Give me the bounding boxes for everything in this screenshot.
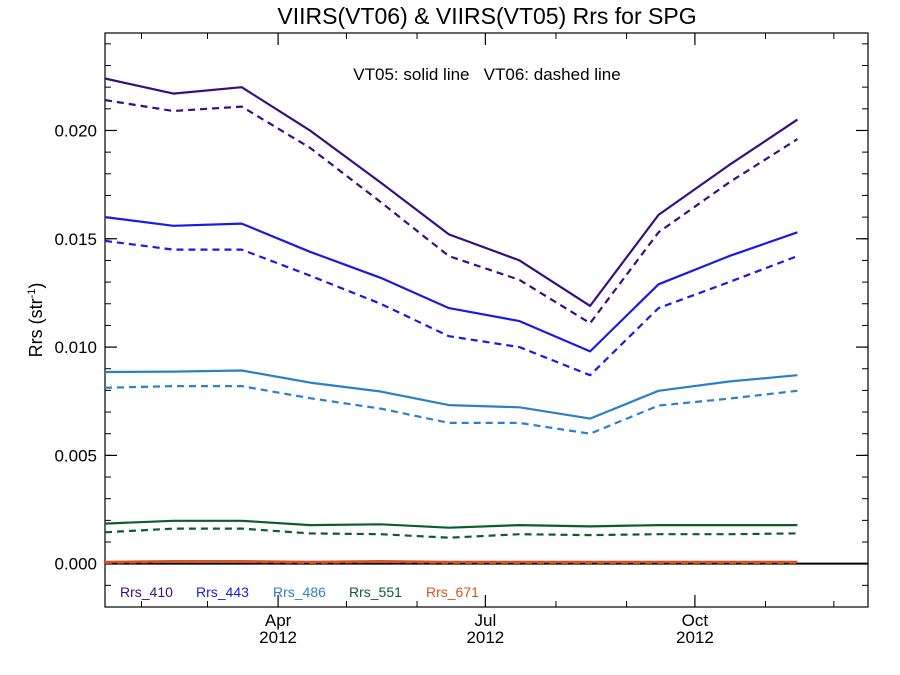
x-tick-label-year: 2012 [259,628,297,647]
series-line-rrs-443-vt05 [104,216,798,353]
series-line-rrs-551-vt05 [104,519,798,529]
legend: Rrs_410 Rrs_443 Rrs_486 Rrs_551 Rrs_671 [120,584,479,600]
series-line-rrs-410-vt06 [104,99,798,325]
x-tick-label-month: Apr [265,611,292,630]
legend-item-rrs-410: Rrs_410 [120,584,173,600]
series-group [104,77,799,564]
plot-frame [104,32,869,608]
chart-title: VIIRS(VT06) & VIIRS(VT05) Rrs for SPG [277,3,696,29]
y-tick-label: 0.000 [54,555,97,574]
y-axis-label-sup: -1 [26,289,38,299]
series-line-rrs-486-vt05 [104,369,798,420]
x-tick-label-year: 2012 [676,628,714,647]
legend-item-rrs-671: Rrs_671 [426,584,479,600]
legend-item-rrs-551: Rrs_551 [349,584,402,600]
y-axis-label: Rrs (str-1) [26,283,46,358]
y-axis-label-main: Rrs (str [26,298,46,357]
y-tick-label: 0.015 [54,230,97,249]
y-tick-label: 0.005 [54,446,97,465]
series-line-rrs-671-vt06 [104,560,798,564]
y-tick-label: 0.010 [54,338,97,357]
x-tick-label-month: Oct [682,611,709,630]
legend-item-rrs-486: Rrs_486 [273,584,326,600]
series-line-rrs-443-vt06 [104,239,798,377]
chart-annotation: VT05: solid line VT06: dashed line [353,65,620,84]
y-axis-label-close: ) [26,283,46,289]
y-axis: 0.000 0.005 0.010 0.015 0.020 [54,43,868,586]
series-line-rrs-486-vt06 [104,385,798,435]
series-line-rrs-410-vt05 [104,77,799,307]
y-tick-label: 0.020 [54,121,97,140]
x-tick-label-month: Jul [474,611,496,630]
x-tick-label-year: 2012 [466,628,504,647]
legend-item-rrs-443: Rrs_443 [196,584,249,600]
series-line-rrs-551-vt06 [104,527,798,539]
